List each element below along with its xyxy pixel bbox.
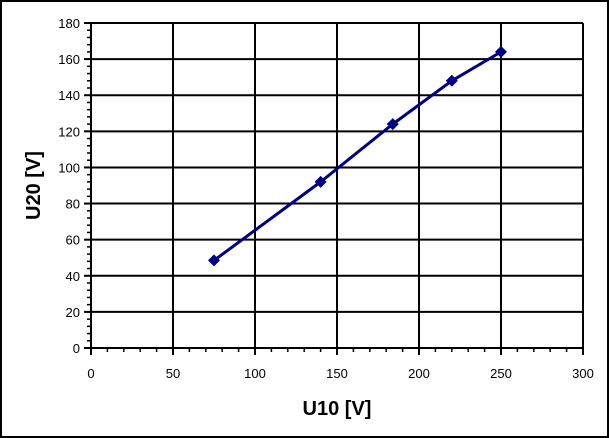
x-tick-label: 300 (572, 366, 594, 381)
x-axis-title: U10 [V] (303, 398, 372, 420)
y-tick-label: 20 (66, 305, 80, 320)
x-tick-label: 100 (244, 366, 266, 381)
diamond-marker-icon (208, 254, 220, 267)
y-tick-label: 0 (73, 341, 80, 356)
x-tick-label: 50 (166, 366, 180, 381)
data-line (213, 50, 502, 262)
diamond-marker-icon (495, 45, 507, 58)
diamond-marker-icon (386, 118, 399, 131)
y-tick-label: 160 (58, 52, 80, 67)
y-tick-label: 180 (58, 16, 80, 31)
y-tick-label: 100 (58, 160, 80, 175)
x-tick-label: 0 (87, 366, 94, 381)
diamond-marker-icon (445, 74, 458, 87)
y-tick-label: 80 (66, 197, 80, 212)
y-tick-label: 40 (66, 269, 80, 284)
x-tick-label: 200 (408, 366, 430, 381)
y-axis-title: U20 [V] (23, 151, 45, 220)
x-tick-label: 150 (326, 366, 348, 381)
diamond-marker-icon (314, 175, 327, 188)
x-tick-label: 250 (490, 366, 512, 381)
y-tick-label: 120 (58, 124, 80, 139)
y-tick-label: 140 (58, 88, 80, 103)
y-tick-label: 60 (66, 233, 80, 248)
